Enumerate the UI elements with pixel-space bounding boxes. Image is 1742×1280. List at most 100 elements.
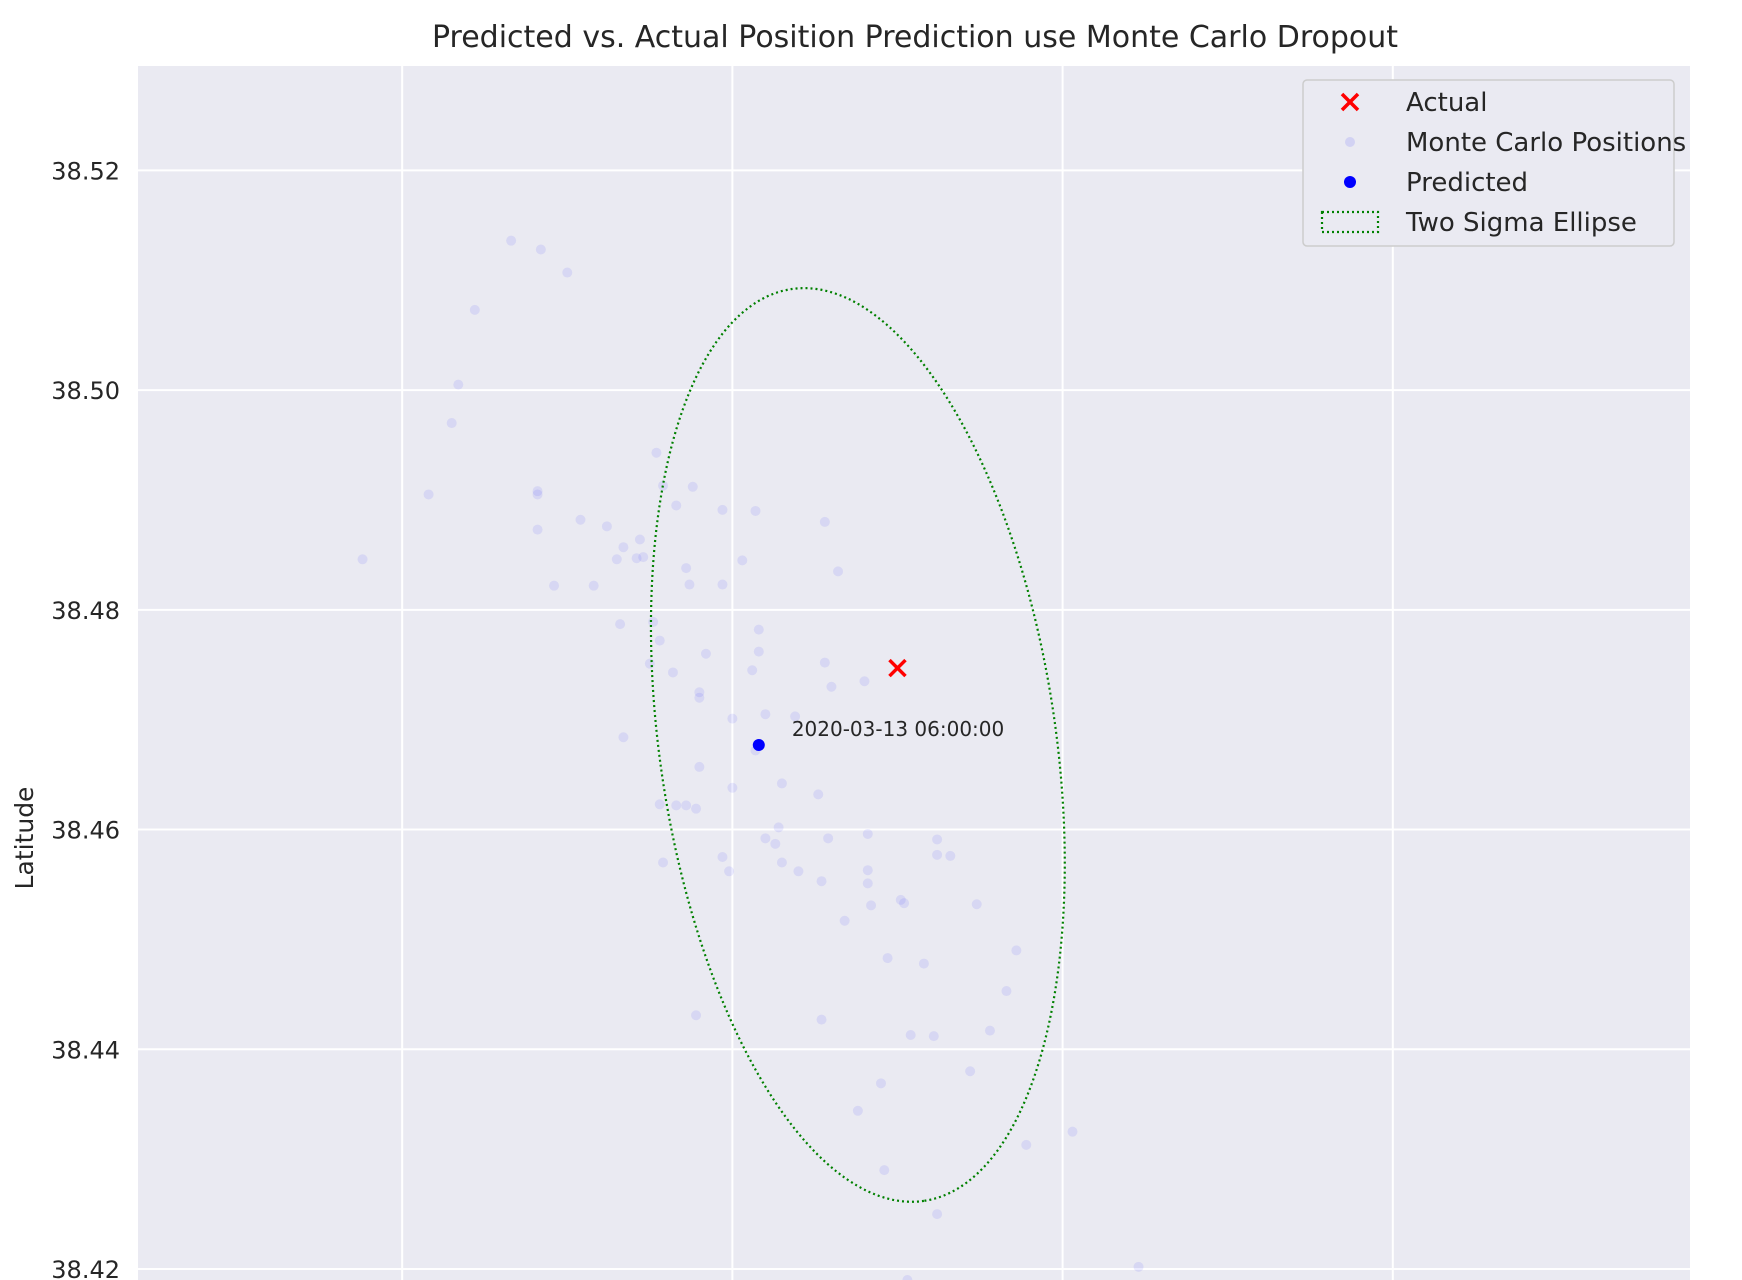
monte-carlo-point	[631, 553, 642, 564]
monte-carlo-point	[984, 1025, 995, 1036]
monte-carlo-point	[862, 865, 873, 876]
monte-carlo-point	[671, 800, 682, 811]
monte-carlo-point	[691, 803, 702, 814]
y-tick-label: 38.42	[51, 1256, 120, 1280]
two-sigma-ellipse	[649, 287, 1066, 1203]
actual-marker	[888, 658, 907, 678]
monte-carlo-point	[895, 894, 906, 905]
monte-carlo-point	[859, 676, 870, 687]
monte-carlo-point	[717, 852, 728, 863]
legend-label: Actual	[1406, 88, 1487, 118]
monte-carlo-point	[862, 828, 873, 839]
monte-carlo-point	[532, 524, 543, 535]
legend-monte-carlo-icon	[1345, 137, 1355, 147]
plot-background	[138, 66, 1690, 1280]
monte-carlo-point	[902, 1275, 913, 1280]
monte-carlo-point	[684, 579, 695, 590]
legend-ellipse-icon	[1320, 210, 1380, 234]
y-tick-label: 38.44	[51, 1036, 120, 1064]
monte-carlo-point	[357, 554, 368, 565]
monte-carlo-point	[770, 838, 781, 849]
monte-carlo-point	[819, 657, 830, 668]
monte-carlo-point	[839, 915, 850, 926]
monte-carlo-point	[601, 521, 612, 532]
monte-carlo-point	[747, 665, 758, 676]
legend-predicted-icon	[1344, 176, 1356, 188]
plot-area: 2020-03-13 06:00:00	[357, 235, 1144, 1280]
monte-carlo-point	[823, 833, 834, 844]
monte-carlo-point	[588, 580, 599, 591]
monte-carlo-point	[532, 489, 543, 500]
monte-carlo-point	[446, 418, 457, 429]
monte-carlo-point	[687, 481, 698, 492]
legend-label: Monte Carlo Positions	[1406, 128, 1686, 158]
monte-carlo-point	[654, 799, 665, 810]
monte-carlo-point	[905, 1030, 916, 1041]
monte-carlo-point	[753, 624, 764, 635]
monte-carlo-point	[611, 554, 622, 565]
monte-carlo-point	[651, 447, 662, 458]
legend-frame	[1302, 79, 1675, 247]
monte-carlo-point	[644, 658, 655, 669]
monte-carlo-point	[737, 555, 748, 566]
monte-carlo-point	[750, 505, 761, 516]
legend: Actual Monte Carlo Positions Predicted Two …	[1302, 79, 1686, 247]
monte-carlo-point	[816, 1014, 827, 1025]
monte-carlo-point	[760, 833, 771, 844]
monte-carlo-point	[928, 1031, 939, 1042]
monte-carlo-point	[852, 1105, 863, 1116]
monte-carlo-point	[532, 486, 543, 497]
monte-carlo-point	[681, 800, 692, 811]
monte-carlo-point	[833, 566, 844, 577]
monte-carlo-point	[760, 709, 771, 720]
monte-carlo-point	[932, 1209, 943, 1220]
monte-carlo-point	[753, 646, 764, 657]
monte-carlo-point	[727, 713, 738, 724]
monte-carlo-point	[899, 898, 910, 909]
monte-carlo-point	[423, 489, 434, 500]
monte-carlo-point	[691, 1010, 702, 1021]
monte-carlo-point	[535, 244, 546, 255]
monte-carlo-point	[694, 692, 705, 703]
monte-carlo-point	[971, 899, 982, 910]
monte-carlo-point	[694, 761, 705, 772]
monte-carlo-point	[790, 711, 801, 722]
monte-carlo-point	[875, 1078, 886, 1089]
monte-carlo-point	[618, 542, 629, 553]
monte-carlo-point	[506, 235, 517, 246]
monte-carlo-point	[618, 732, 629, 743]
monte-carlo-point	[575, 514, 586, 525]
actual-marker-stroke	[888, 658, 907, 678]
monte-carlo-point	[717, 579, 728, 590]
y-tick-label: 38.52	[51, 157, 120, 185]
legend-label: Two Sigma Ellipse	[1405, 208, 1637, 238]
monte-carlo-point	[700, 648, 711, 659]
timestamp-annotation: 2020-03-13 06:00:00	[792, 717, 1004, 741]
predicted-point	[752, 738, 765, 751]
monte-carlo-point	[694, 687, 705, 698]
monte-carlo-point	[1011, 945, 1022, 956]
monte-carlo-point	[727, 782, 738, 793]
monte-carlo-point	[826, 681, 837, 692]
monte-carlo-point	[776, 857, 787, 868]
monte-carlo-point	[469, 304, 480, 315]
y-tick-labels: 38.42 38.44 38.46 38.48 38.50 38.52	[51, 157, 120, 1280]
monte-carlo-point	[724, 866, 735, 877]
y-tick-label: 38.46	[51, 817, 120, 845]
y-tick-label: 38.50	[51, 377, 120, 405]
monte-carlo-point	[1001, 986, 1012, 997]
y-tick-label: 38.48	[51, 597, 120, 625]
monte-carlo-point	[648, 616, 659, 627]
legend-actual-stroke	[1340, 92, 1360, 112]
y-axis-label: Latitude	[10, 787, 39, 890]
monte-carlo-point	[866, 900, 877, 911]
monte-carlo-point	[776, 778, 787, 789]
legend-label: Predicted	[1406, 168, 1528, 198]
monte-carlo-point	[945, 850, 956, 861]
monte-carlo-point	[1067, 1126, 1078, 1137]
monte-carlo-point	[562, 267, 573, 278]
monte-carlo-point	[667, 667, 678, 678]
monte-carlo-point	[634, 534, 645, 545]
monte-carlo-point	[453, 379, 464, 390]
